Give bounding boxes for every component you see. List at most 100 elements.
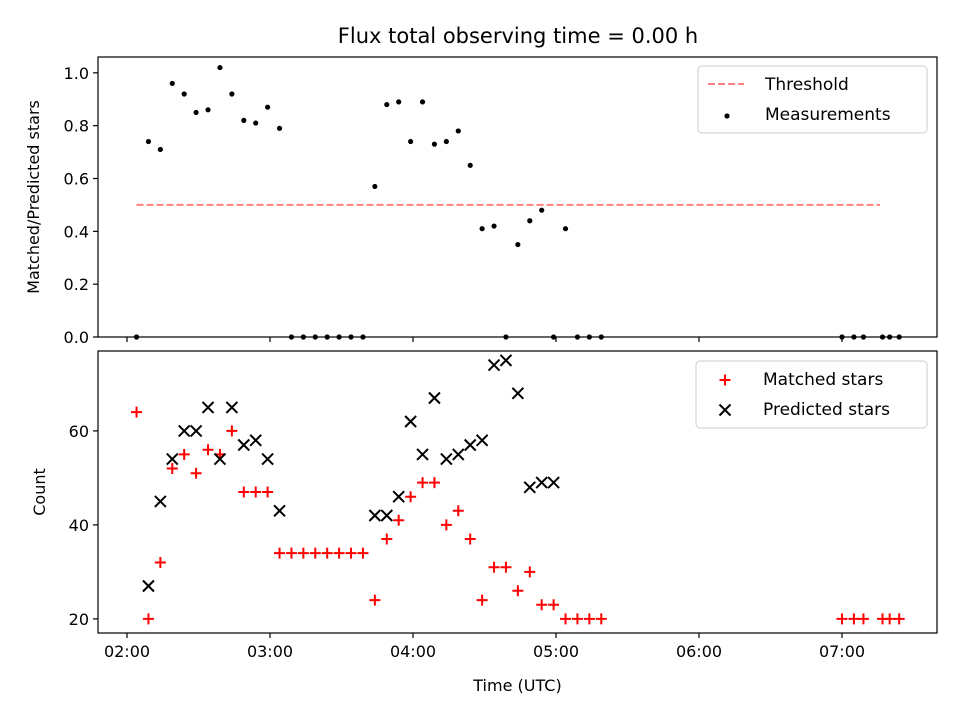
y-tick-label: 0.2 xyxy=(64,275,89,294)
y-tick-label: 40 xyxy=(69,516,89,535)
matched-point xyxy=(226,425,238,437)
measurement-point xyxy=(515,241,521,248)
y-tick-label: 1.0 xyxy=(64,64,89,83)
measurement-point xyxy=(562,226,569,232)
matched-point xyxy=(154,557,166,568)
legend-label: Threshold xyxy=(764,75,849,95)
y-tick-label: 0.0 xyxy=(64,328,89,347)
predicted-point xyxy=(249,434,262,447)
matched-point xyxy=(393,514,405,526)
predicted-point xyxy=(416,448,429,461)
matched-point xyxy=(369,594,381,606)
x-tick-label: 06:00 xyxy=(676,642,722,661)
predicted-point xyxy=(511,387,525,400)
x-tick-label: 04:00 xyxy=(390,642,436,661)
matched-point xyxy=(250,486,262,498)
matched-point xyxy=(297,547,309,559)
predicted-point xyxy=(404,415,417,428)
matched-point xyxy=(321,547,333,559)
x-tick-label: 02:00 xyxy=(104,642,150,661)
predicted-point xyxy=(189,424,203,438)
measurement-point xyxy=(217,64,223,71)
measurement-point xyxy=(467,162,473,168)
matched-point xyxy=(548,599,560,611)
matched-point xyxy=(333,547,345,559)
legend-label: Matched stars xyxy=(763,370,883,390)
measurement-point xyxy=(384,101,390,108)
y-tick-label: 20 xyxy=(69,610,89,629)
matched-point xyxy=(857,613,869,625)
matched-point xyxy=(142,613,154,625)
measurement-point xyxy=(408,138,414,145)
matched-point xyxy=(262,486,274,498)
top-panel: 0.0 0.2 0.4 0.6 0.8 1.0 Matched/Predicted star… xyxy=(24,56,938,347)
legend-handle xyxy=(719,374,731,386)
legend: Threshold Measurements xyxy=(697,65,928,134)
y-tick-label: 0.8 xyxy=(64,117,89,136)
measurement-point xyxy=(419,99,426,105)
matched-point xyxy=(836,613,848,625)
y-tick-label: 60 xyxy=(69,422,89,441)
predicted-point xyxy=(428,391,441,405)
matched-point xyxy=(452,505,464,517)
y-axis-label: Matched/Predicted stars xyxy=(24,100,43,294)
matched-point xyxy=(884,613,896,625)
measurement-point xyxy=(443,138,449,145)
matched-point xyxy=(524,566,536,578)
predicted-point xyxy=(177,424,191,438)
measurement-point xyxy=(479,226,485,232)
y-tick-label: 0.4 xyxy=(64,222,89,241)
predicted-point xyxy=(380,509,393,522)
matched-point xyxy=(309,547,321,559)
matched-point xyxy=(131,406,143,418)
predicted-point xyxy=(237,438,250,452)
matched-point xyxy=(274,547,286,559)
matched-point xyxy=(893,613,905,625)
legend-handle xyxy=(718,403,732,417)
matched-point xyxy=(285,547,297,559)
x-tick-label: 05:00 xyxy=(533,642,579,661)
predicted-point xyxy=(499,354,513,367)
legend-label: Measurements xyxy=(765,105,891,125)
axes-frame xyxy=(97,56,938,338)
measurement-point xyxy=(396,99,402,105)
measurement-point xyxy=(539,207,545,213)
x-tick-label: 03:00 xyxy=(247,642,293,661)
predicted-point xyxy=(392,490,405,503)
predicted-point xyxy=(166,452,179,466)
matched-point xyxy=(595,613,607,625)
measurement-point xyxy=(169,80,175,87)
matched-point xyxy=(488,561,500,573)
legend: Matched stars Predicted stars xyxy=(695,360,928,429)
measurement-point xyxy=(157,146,163,153)
matched-point xyxy=(464,533,476,545)
legend-label: Predicted stars xyxy=(763,400,890,420)
matched-point xyxy=(345,547,357,559)
measurement-point xyxy=(455,128,461,134)
x-axis-label: Time (UTC) xyxy=(472,676,561,695)
predicted-point xyxy=(142,579,155,593)
measurement-point xyxy=(229,91,235,97)
predicted-point xyxy=(440,452,453,466)
predicted-point xyxy=(535,476,548,489)
matched-point xyxy=(357,547,369,559)
legend-box xyxy=(697,65,928,134)
y-axis-label: Count xyxy=(30,468,49,516)
matched-point xyxy=(166,463,178,474)
measurement-point xyxy=(265,104,271,110)
predicted-point xyxy=(213,452,227,466)
measurement-point xyxy=(527,218,533,224)
matched-point xyxy=(571,613,583,625)
measurement-point xyxy=(372,183,378,190)
predicted-point xyxy=(154,495,167,508)
matched-point xyxy=(500,561,512,573)
predicted-point xyxy=(368,509,382,522)
axes-frame xyxy=(97,350,938,634)
predicted-point xyxy=(452,448,465,461)
matched-point xyxy=(536,599,548,611)
matched-point xyxy=(405,491,417,503)
measurement-point xyxy=(181,91,187,97)
predicted-point xyxy=(547,476,560,489)
matched-point xyxy=(238,486,250,498)
